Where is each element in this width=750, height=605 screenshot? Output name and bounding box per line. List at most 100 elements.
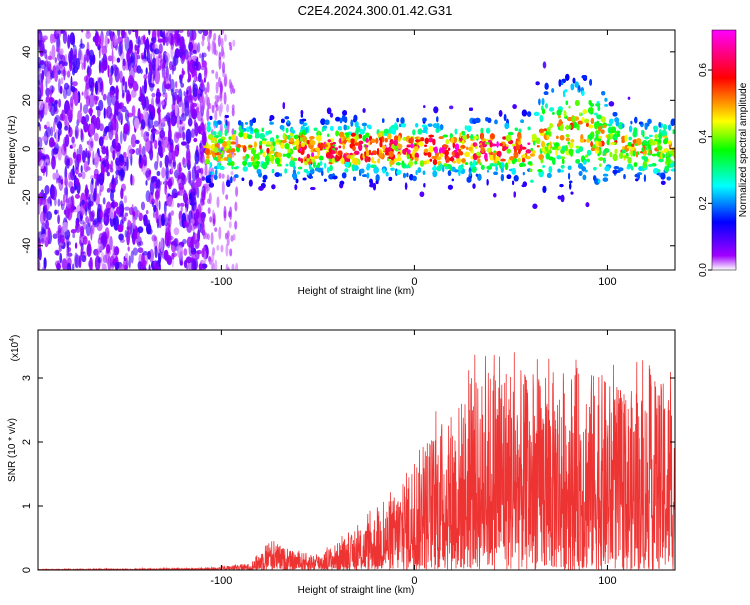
spectrogram-cell <box>72 263 75 270</box>
spectrogram-cell <box>368 140 371 146</box>
spectrogram-cell <box>63 186 68 196</box>
spectrogram-cell <box>269 121 274 125</box>
spectrogram-cell <box>213 174 218 180</box>
spectrogram-cell <box>106 244 111 254</box>
spectrogram-cell <box>134 117 140 130</box>
spectrogram-cell <box>79 102 83 113</box>
spectrogram-cell <box>536 145 540 148</box>
spectrogram-cell <box>157 38 164 43</box>
spectrogram-cell <box>139 39 144 45</box>
spectrogram-cell <box>124 229 128 238</box>
spectrogram-cell <box>220 102 223 113</box>
spectrogram-cell <box>38 148 43 161</box>
spectrogram-cell <box>107 255 112 270</box>
spectrogram-cell <box>44 124 47 130</box>
spectrogram-cell <box>189 101 195 115</box>
spectrogram-cell <box>362 174 368 178</box>
spectrogram-cell <box>223 33 227 42</box>
spectrogram-cell <box>157 178 161 189</box>
spectrogram-cell <box>202 30 209 37</box>
spectrogram-cell <box>38 198 41 205</box>
spectrogram-cell <box>587 158 590 163</box>
spectrogram-cell <box>128 255 131 269</box>
spectrogram-cell <box>366 172 370 179</box>
spectrogram-cell <box>81 150 86 163</box>
spectrogram-cell <box>377 158 380 164</box>
spectrogram-cell <box>93 173 98 180</box>
spectrogram-cell <box>423 160 427 165</box>
spectrogram-cell <box>542 185 547 193</box>
spectrogram-cell <box>154 190 160 199</box>
spectrogram-cell <box>95 35 102 47</box>
spectrogram-cell <box>201 40 205 47</box>
spectrogram-cell <box>186 89 189 96</box>
spectrogram-cell <box>538 98 541 106</box>
spectrogram-cell <box>45 126 52 138</box>
spectrogram-cell <box>275 134 279 139</box>
spectrogram-cell <box>148 60 152 73</box>
spectrogram-cell <box>113 87 120 94</box>
spectrogram-cell <box>192 83 199 98</box>
spectrogram-cell <box>168 149 173 165</box>
spectrogram-cell <box>65 248 69 261</box>
spectrogram-cell <box>68 172 72 181</box>
spectrogram-cell <box>143 78 147 94</box>
spectrogram-cell <box>189 170 192 186</box>
spectrogram-cell <box>328 161 333 165</box>
spectrogram-cell <box>111 49 114 65</box>
spectrogram-cell <box>578 171 583 176</box>
spectrogram-cell <box>541 98 545 106</box>
spectrogram-cell <box>480 164 485 170</box>
spectrogram-cell <box>179 189 184 197</box>
spectrogram-cell <box>60 68 65 75</box>
spectrogram-cell <box>125 60 129 71</box>
spectrogram-cell <box>38 259 41 270</box>
spectrogram-cell <box>199 167 204 175</box>
spectrogram-cell <box>177 245 184 259</box>
spectrogram-cell <box>105 163 110 168</box>
spectrogram-cell <box>454 128 458 135</box>
spectrogram-cell <box>52 172 57 180</box>
spectrogram-cell <box>218 51 222 60</box>
spectrogram-cell <box>432 138 436 146</box>
spectrogram-cell <box>165 179 168 190</box>
spectrogram-cell <box>507 158 511 165</box>
spectrogram-cell <box>117 30 121 38</box>
spectrogram-cell <box>63 209 67 215</box>
spectrogram-cell <box>452 142 455 149</box>
spectrogram-cell <box>208 182 214 188</box>
spectrogram-cell <box>177 143 180 152</box>
spectrogram-cell <box>142 154 147 167</box>
spectrogram-cell <box>525 149 532 154</box>
spectrogram-cell <box>116 57 121 63</box>
spectrogram-cell <box>122 151 127 159</box>
spectrogram-cell <box>159 58 166 69</box>
spectrogram-cell <box>56 262 61 270</box>
spectrogram-cell <box>158 118 163 131</box>
spectrogram-cell <box>211 104 215 114</box>
spectrogram-cell <box>142 250 148 256</box>
chart-title: C2E4.2024.300.01.42.G31 <box>298 3 453 18</box>
spectrogram-cell <box>46 71 52 84</box>
spectrogram-cell <box>129 55 134 64</box>
spectrogram-cell <box>607 123 613 127</box>
spectrogram-cell <box>161 117 165 125</box>
spectrogram-cell <box>153 204 157 213</box>
spectrogram-cell <box>55 129 58 145</box>
spectrogram-cell <box>131 89 137 98</box>
spectrogram-cell <box>382 145 386 150</box>
spectrogram-cell <box>219 92 223 102</box>
spectrogram-cell <box>622 146 625 151</box>
spectrogram-cell <box>612 153 618 162</box>
spectrogram-cell <box>111 183 116 190</box>
spectrogram-cell <box>169 111 174 117</box>
spectrogram-cell <box>110 189 114 202</box>
spectrogram-cell <box>207 207 211 215</box>
spectrogram-cell <box>175 81 178 88</box>
spectrogram-cell <box>512 104 517 109</box>
spectrogram-cell <box>226 236 230 246</box>
spectrogram-cell <box>230 171 234 176</box>
spectrogram-cell <box>164 97 168 107</box>
spectrogram-cell <box>220 244 224 253</box>
spectrogram-cell <box>80 165 83 174</box>
